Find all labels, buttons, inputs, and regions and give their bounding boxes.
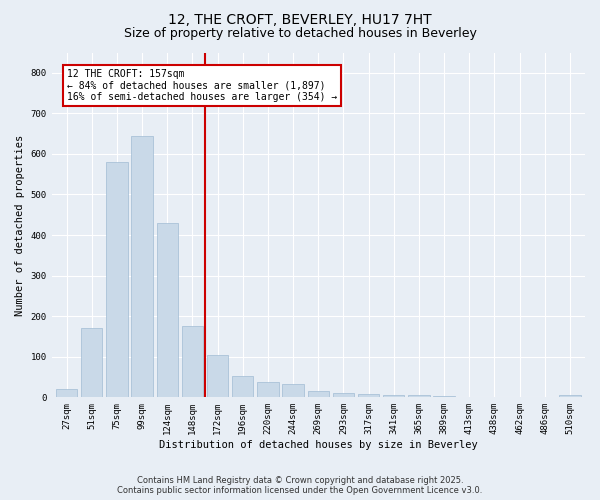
Bar <box>333 394 354 398</box>
Bar <box>182 326 203 398</box>
Bar <box>308 391 329 398</box>
Bar <box>56 389 77 398</box>
Text: Contains HM Land Registry data © Crown copyright and database right 2025.
Contai: Contains HM Land Registry data © Crown c… <box>118 476 482 495</box>
Bar <box>283 384 304 398</box>
Bar <box>257 382 278 398</box>
Y-axis label: Number of detached properties: Number of detached properties <box>15 134 25 316</box>
X-axis label: Distribution of detached houses by size in Beverley: Distribution of detached houses by size … <box>159 440 478 450</box>
Bar <box>559 396 581 398</box>
Bar <box>458 396 480 398</box>
Text: 12, THE CROFT, BEVERLEY, HU17 7HT: 12, THE CROFT, BEVERLEY, HU17 7HT <box>168 12 432 26</box>
Bar <box>106 162 128 398</box>
Bar <box>157 223 178 398</box>
Text: 12 THE CROFT: 157sqm
← 84% of detached houses are smaller (1,897)
16% of semi-de: 12 THE CROFT: 157sqm ← 84% of detached h… <box>67 68 337 102</box>
Bar <box>131 136 153 398</box>
Bar <box>207 354 229 398</box>
Bar <box>81 328 103 398</box>
Bar <box>433 396 455 398</box>
Bar <box>383 396 404 398</box>
Text: Size of property relative to detached houses in Beverley: Size of property relative to detached ho… <box>124 28 476 40</box>
Bar <box>232 376 253 398</box>
Bar <box>358 394 379 398</box>
Bar <box>408 396 430 398</box>
